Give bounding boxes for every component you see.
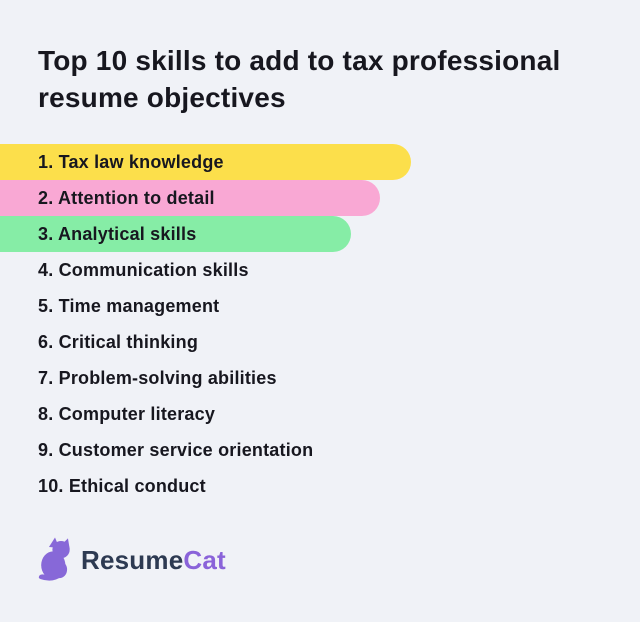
logo-text-resume: Resume xyxy=(81,544,184,575)
list-item: 5. Time management xyxy=(0,288,640,324)
highlight-bar-yellow xyxy=(0,144,411,180)
list-item-label: 10. Ethical conduct xyxy=(38,475,206,496)
list-item-label: 5. Time management xyxy=(38,295,220,316)
list-item-label: 6. Critical thinking xyxy=(38,331,199,352)
highlight-bar-pink xyxy=(0,180,380,216)
list-item-label: 7. Problem-solving abilities xyxy=(38,367,277,388)
list-item-label: 8. Computer literacy xyxy=(38,403,216,424)
list-item: 6. Critical thinking xyxy=(0,324,640,360)
page-title: Top 10 skills to add to tax professional… xyxy=(38,45,561,113)
list-item: 2. Attention to detail xyxy=(0,180,640,216)
list-item-label: 3. Analytical skills xyxy=(38,223,197,244)
list-item-label: 4. Communication skills xyxy=(38,259,249,280)
skills-list: 1. Tax law knowledge 2. Attention to det… xyxy=(0,144,640,504)
list-item: 3. Analytical skills xyxy=(0,216,640,252)
list-item: 7. Problem-solving abilities xyxy=(0,360,640,396)
list-item: 9. Customer service orientation xyxy=(0,432,640,468)
list-item: 1. Tax law knowledge xyxy=(0,144,640,180)
list-item-label: 9. Customer service orientation xyxy=(38,439,314,460)
list-item-label: 1. Tax law knowledge xyxy=(38,151,224,172)
list-item: 10. Ethical conduct xyxy=(0,468,640,504)
resumecat-logo: ResumeCat xyxy=(36,534,226,586)
list-item-label: 2. Attention to detail xyxy=(38,187,215,208)
highlight-bar-green xyxy=(0,216,351,252)
logo-wordmark: ResumeCat xyxy=(81,545,226,576)
cat-icon xyxy=(38,537,70,581)
list-item: 4. Communication skills xyxy=(0,252,640,288)
logo-text-cat: Cat xyxy=(183,544,226,575)
list-item: 8. Computer literacy xyxy=(0,396,640,432)
